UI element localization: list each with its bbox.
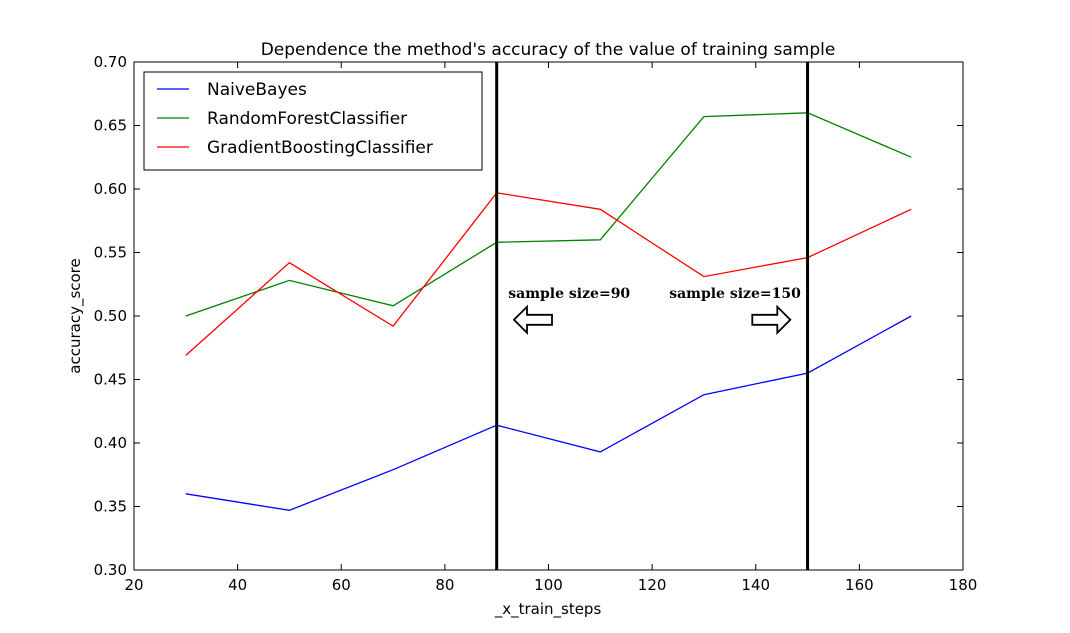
y-tick-label: 0.50 <box>94 307 127 325</box>
chart-title: Dependence the method's accuracy of the … <box>261 40 836 60</box>
x-tick-label: 20 <box>124 576 143 594</box>
y-tick-label: 0.40 <box>94 434 127 452</box>
legend-label: GradientBoostingClassifier <box>207 138 433 158</box>
y-axis-label: accuracy_score <box>66 258 85 373</box>
x-tick-label: 120 <box>638 576 667 594</box>
legend-label: NaiveBayes <box>207 80 307 100</box>
axes: 20 40 60 80 100 120 140 160 180 0.30 0.35 0.40 0.45 0… <box>94 53 978 594</box>
y-tick-label: 0.70 <box>94 53 127 71</box>
x-tick-label: 160 <box>845 576 874 594</box>
annotations: sample size=90 sample size=150 <box>508 286 801 335</box>
y-tick-label: 0.55 <box>94 244 127 262</box>
x-tick-label: 180 <box>949 576 978 594</box>
series-lines <box>185 112 912 511</box>
annotation-arrow-left-icon <box>512 304 553 335</box>
y-tick-label: 0.45 <box>94 371 127 389</box>
x-tick-label: 80 <box>435 576 454 594</box>
annotation-arrow-right-icon <box>751 304 792 335</box>
x-tick-label: 140 <box>741 576 770 594</box>
series-line-1 <box>185 112 912 317</box>
legend-box <box>143 71 483 171</box>
x-tick-label: 40 <box>228 576 247 594</box>
series-line-2 <box>185 192 912 356</box>
legend-label: RandomForestClassifier <box>207 109 407 129</box>
x-tick-label: 100 <box>534 576 563 594</box>
annotation-label-0: sample size=90 <box>508 286 630 302</box>
y-tick-label: 0.60 <box>94 180 127 198</box>
y-tick-label: 0.65 <box>94 117 127 135</box>
x-tick-label: 60 <box>332 576 351 594</box>
y-tick-label: 0.30 <box>94 561 127 579</box>
y-tick-label: 0.35 <box>94 498 127 516</box>
legend: NaiveBayes RandomForestClassifier Gradient… <box>143 71 483 171</box>
series-line-0 <box>185 315 912 511</box>
x-axis-label: _x_train_steps <box>494 600 602 619</box>
vertical-markers <box>495 62 810 570</box>
annotation-label-1: sample size=150 <box>669 286 801 302</box>
